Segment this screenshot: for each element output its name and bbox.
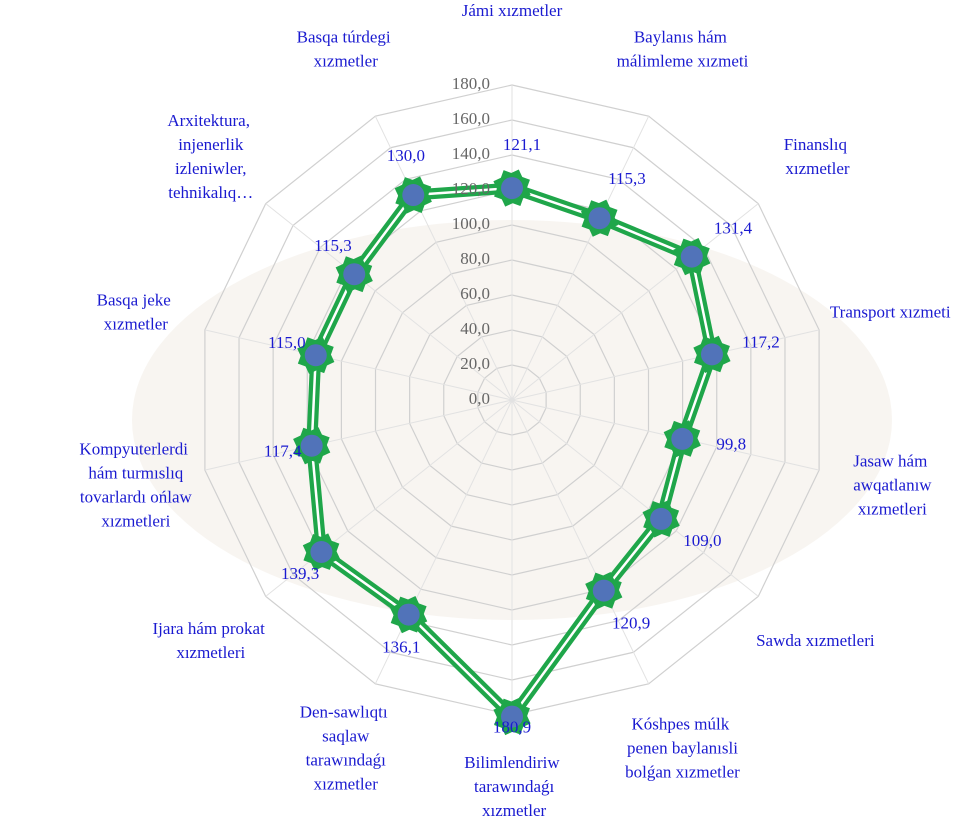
spoke — [511, 203, 759, 401]
data-label: 139,3 — [281, 564, 319, 583]
spoke — [511, 329, 820, 401]
spoke — [374, 399, 513, 685]
marker — [501, 705, 523, 728]
marker — [402, 184, 425, 207]
data-label: 120,9 — [612, 614, 650, 633]
spoke — [511, 115, 650, 401]
category-label: Transport xızmeti — [830, 303, 951, 322]
y-tick-label: 40,0 — [460, 319, 490, 338]
data-label: 130,0 — [387, 146, 425, 165]
marker — [343, 263, 366, 286]
data-label: 121,1 — [503, 135, 541, 154]
category-label: Baylanıs hám málimleme xızmeti — [612, 27, 748, 70]
spoke — [265, 399, 513, 597]
marker — [588, 207, 611, 230]
marker — [592, 579, 615, 602]
category-label: Arxitektura, injenerlik izleniwler, tehn… — [164, 111, 253, 202]
spoke — [374, 115, 513, 401]
category-label: Ijara hám prokat xızmetleri — [152, 619, 265, 662]
category-label: Jasaw hám awqatlanıw xızmetleri — [849, 451, 932, 518]
y-tick-label: 180,0 — [452, 74, 490, 93]
data-label: 136,1 — [382, 638, 420, 657]
data-label: 115,3 — [314, 236, 352, 255]
marker — [700, 343, 723, 366]
category-label: Bilimlendiriw tarawındaǵı xızmetler — [464, 753, 560, 820]
category-label: Basqa túrdegi xızmetler — [297, 27, 391, 70]
data-label: 131,4 — [714, 219, 753, 238]
category-label: Kóshpes múlk penen baylanısli bolǵan xız… — [621, 714, 740, 781]
marker — [397, 603, 420, 626]
category-label: Finanslıq xızmetler — [781, 135, 850, 178]
spoke — [511, 399, 650, 685]
category-label: Jámi xızmetler — [462, 1, 563, 20]
data-label: 109,0 — [683, 531, 721, 550]
data-label: 115,0 — [268, 333, 306, 352]
category-label: Basqa jeke xızmetler — [97, 291, 171, 334]
y-tick-label: 160,0 — [452, 109, 490, 128]
y-tick-label: 60,0 — [460, 284, 490, 303]
marker — [650, 507, 673, 530]
category-label: Kompyuterlerdi hám turmıslıq tovarlardı … — [76, 439, 193, 530]
marker — [680, 245, 703, 268]
data-label: 117,2 — [742, 332, 780, 351]
marker — [304, 344, 327, 367]
y-tick-label: 20,0 — [460, 354, 490, 373]
y-tick-label: 100,0 — [452, 214, 490, 233]
category-label: Den-sawlıqtı saqlaw tarawındaǵı xızmetle… — [300, 702, 388, 793]
data-label: 180,9 — [493, 717, 531, 736]
marker — [300, 434, 323, 457]
marker — [671, 427, 694, 450]
spoke — [511, 399, 759, 597]
marker — [501, 177, 523, 200]
spoke — [265, 203, 513, 401]
spoke — [204, 399, 513, 471]
marker — [310, 540, 333, 563]
data-label: 117,4 — [264, 442, 302, 461]
y-tick-label: 80,0 — [460, 249, 490, 268]
y-tick-label: 0,0 — [469, 389, 490, 408]
y-tick-label: 140,0 — [452, 144, 490, 163]
y-tick-label: 120,0 — [452, 179, 490, 198]
category-label: Sawda xızmetleri — [756, 631, 875, 650]
data-label: 99,8 — [716, 435, 746, 454]
spoke — [204, 329, 513, 401]
data-label: 115,3 — [608, 169, 646, 188]
